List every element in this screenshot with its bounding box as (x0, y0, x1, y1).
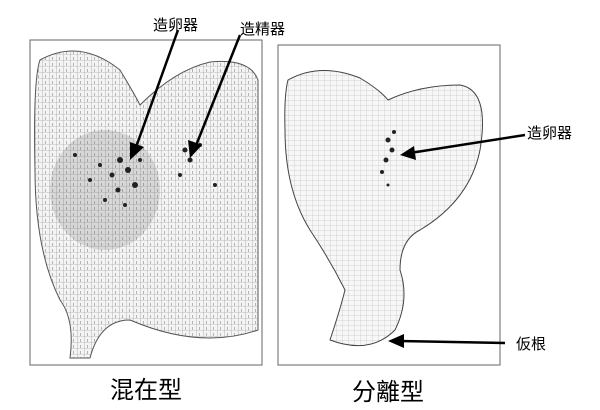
label-antheridium: 造精器 (240, 20, 286, 38)
meristem-region (50, 130, 160, 250)
caption-mixed-type: 混在型 (110, 376, 182, 404)
label-archegonium-right: 造卵器 (527, 124, 573, 142)
caption-separated-type: 分離型 (352, 378, 424, 406)
label-rhizoid: 仮根 (516, 335, 547, 353)
label-archegonium-left: 造卵器 (153, 16, 199, 34)
archegonia-dots (380, 130, 396, 187)
right-micrograph (277, 44, 526, 366)
left-micrograph (29, 29, 263, 366)
